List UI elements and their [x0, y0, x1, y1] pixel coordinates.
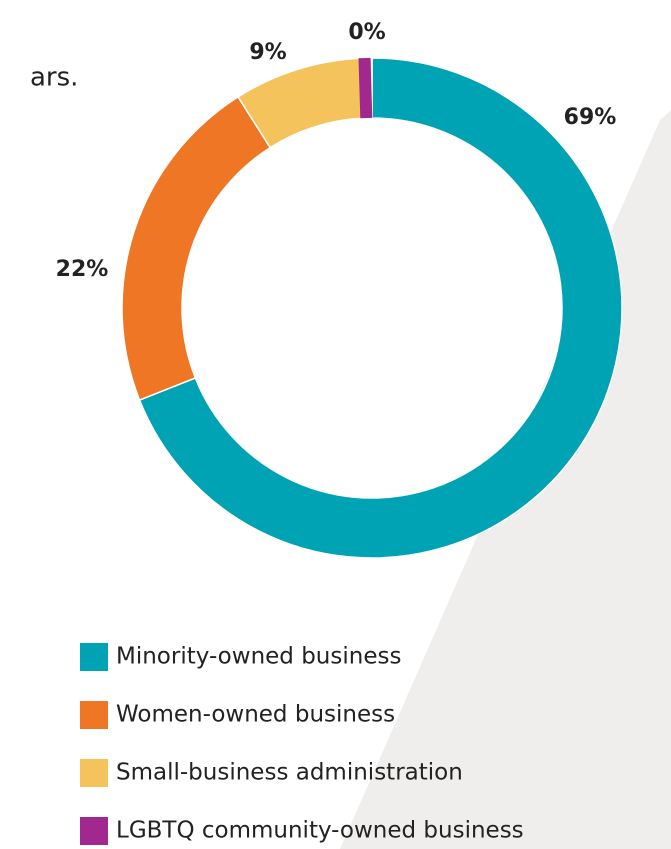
slice: [138, 57, 623, 559]
legend-label: Minority-owned business: [116, 644, 401, 670]
slice: [121, 95, 272, 402]
legend-label: Small-business administration: [116, 760, 463, 786]
legend-swatch: [80, 701, 108, 729]
slice-label: 69%: [564, 105, 617, 130]
slice-label: 9%: [249, 40, 286, 65]
legend-label: Women-owned business: [116, 702, 395, 728]
legend-swatch: [80, 817, 108, 845]
slice: [237, 57, 373, 149]
slice: [358, 57, 373, 119]
legend-label: LGBTQ community-owned business: [116, 818, 524, 844]
slice-label: 22%: [56, 257, 109, 282]
slice-label: 0%: [348, 20, 385, 45]
legend-swatch: [80, 759, 108, 787]
legend-swatch: [80, 643, 108, 671]
intro-text: ars.: [30, 63, 78, 93]
